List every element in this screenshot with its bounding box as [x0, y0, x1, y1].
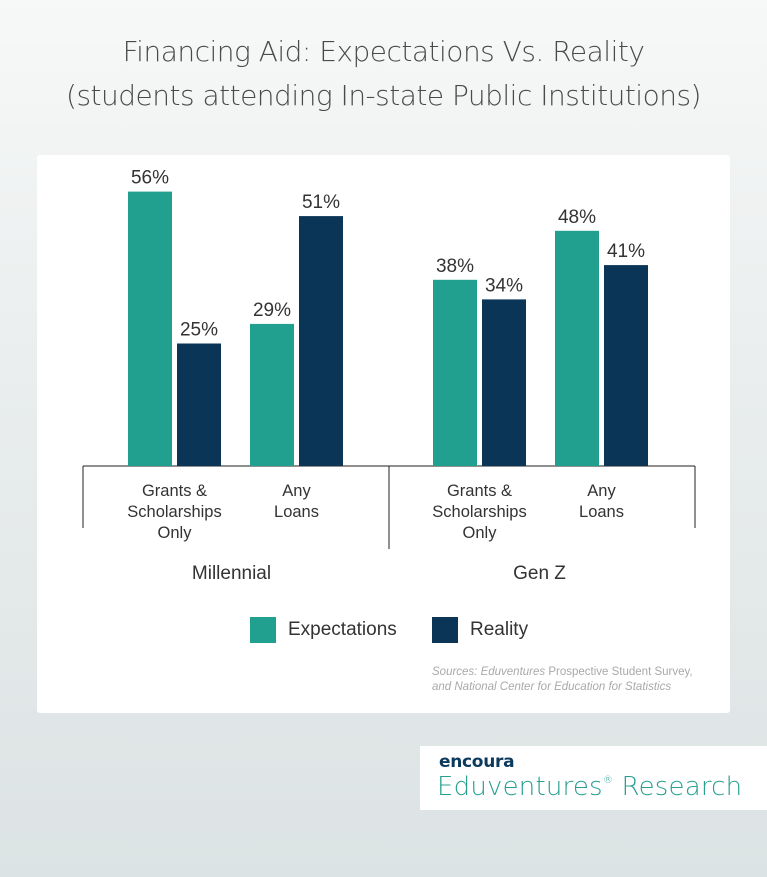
bar-reality-2-2 — [604, 265, 648, 466]
group-label: Gen Z — [513, 563, 566, 584]
sources-line-1-rest: Prospective Student Survey, — [545, 666, 693, 678]
data-label: 51% — [302, 192, 340, 213]
chart-title: Financing Aid: Expectations Vs. Reality … — [0, 30, 767, 118]
category-label: Any Loans — [274, 482, 319, 521]
brand-registered-mark: ® — [602, 775, 614, 786]
category-label: Grants & Scholarships Only — [432, 482, 526, 542]
data-label: 25% — [180, 320, 218, 341]
bar-expectations-2-1 — [433, 279, 477, 466]
brand-research: Research — [613, 772, 743, 802]
group-label: Millennial — [192, 563, 271, 584]
data-label: 34% — [485, 275, 523, 296]
sources-line-2: and National Center for Education for St… — [432, 681, 672, 693]
data-label: 48% — [558, 207, 596, 228]
category-label: Grants & Scholarships Only — [127, 482, 221, 542]
legend-label-expectations: Expectations — [288, 619, 397, 640]
data-label: 29% — [253, 300, 291, 321]
bar-reality-1-1 — [177, 343, 221, 466]
data-label: 41% — [607, 241, 645, 262]
brand-eduventures-research: Eduventures® Research — [437, 772, 742, 802]
legend-swatch-expectations — [250, 617, 276, 643]
legend-item-reality: Reality — [432, 617, 528, 643]
legend-label-reality: Reality — [470, 619, 529, 640]
legend-swatch-reality — [432, 617, 458, 643]
data-label: 38% — [436, 256, 474, 277]
data-label: 56% — [131, 168, 169, 189]
brand-eduventures: Eduventures — [437, 772, 603, 802]
bar-reality-2-1 — [482, 299, 526, 466]
brand-encoura: encoura — [439, 752, 515, 772]
legend-item-expectations: Expectations — [250, 617, 397, 643]
sources-prefix: Sources: — [432, 666, 481, 678]
bar-reality-1-2 — [299, 216, 343, 466]
category-label: Any Loans — [579, 482, 624, 521]
bar-expectations-1-2 — [250, 323, 294, 466]
bar-expectations-1-1 — [128, 191, 172, 466]
sources-name: Eduventures — [480, 666, 546, 678]
bar-expectations-2-2 — [555, 230, 599, 466]
sources-note: Sources: Eduventures Prospective Student… — [432, 665, 722, 695]
chart-card: 56% 25% Grants & Scholarships Only 29% 51% Any L… — [37, 155, 730, 713]
brand-logo: encoura Eduventures® Research — [420, 746, 767, 810]
title-line-1: Financing Aid: Expectations Vs. Reality — [122, 35, 645, 68]
bar-chart: 56% 25% Grants & Scholarships Only 29% 51% Any L… — [82, 168, 696, 584]
title-line-2: (students attending In-state Public Inst… — [66, 79, 701, 112]
